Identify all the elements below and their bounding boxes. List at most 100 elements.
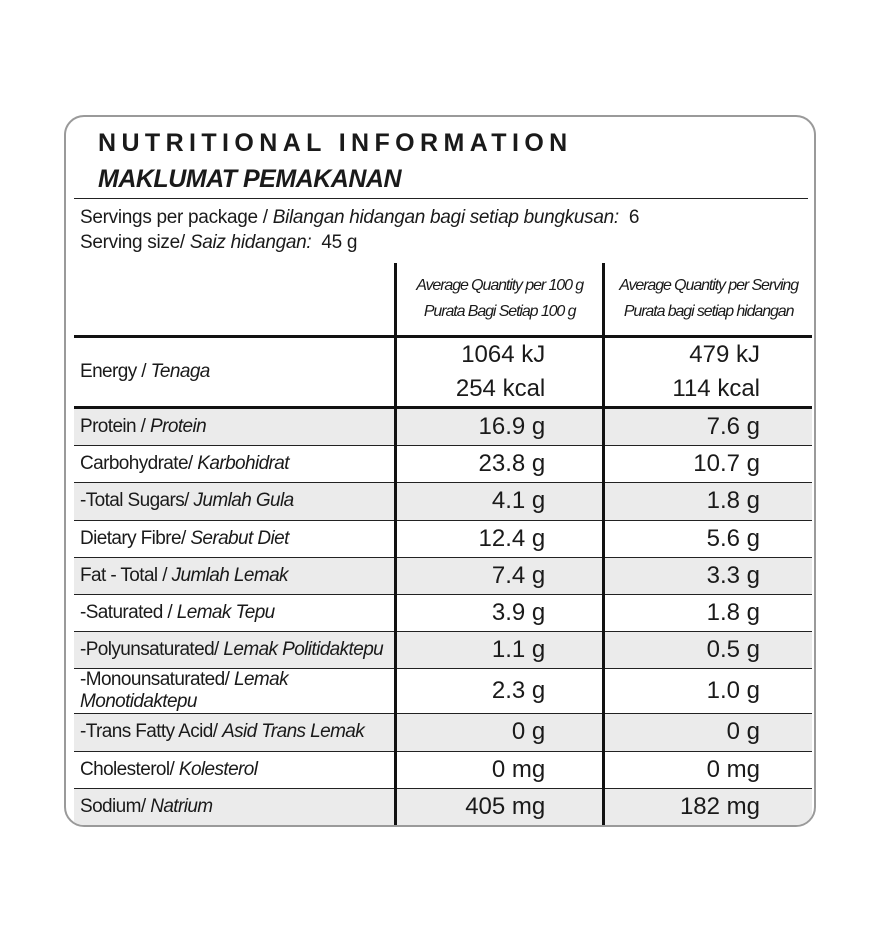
label-my: Jumlah Gula: [193, 490, 295, 512]
label-en: Serving size/: [80, 232, 185, 253]
value-cell: 5.6 g: [602, 520, 812, 558]
row-label: Carbohydrate/ Karbohidrat: [74, 445, 396, 484]
value: 0.5 g: [706, 636, 760, 664]
value-cell: 3.9 g: [393, 594, 604, 633]
label-en: Dietary Fibre/: [80, 527, 186, 549]
value-cell: 3.3 g: [602, 557, 812, 595]
row-label: Dietary Fibre/ Serabut Diet: [74, 520, 396, 558]
value-cell: 2.3 g: [393, 668, 604, 715]
value: 1.1 g: [491, 636, 546, 664]
value: 7.6 g: [706, 413, 760, 441]
value-cell: 10.7 g: [602, 445, 812, 484]
label-en: -Saturated /: [80, 602, 173, 624]
row: -Total Sugars/ Jumlah Gula 4.1 g 1.8 g: [74, 482, 812, 521]
row-label: Cholesterol/ Kolesterol: [74, 751, 396, 789]
value: 3.9 g: [491, 599, 546, 627]
value-cell: 405 mg: [393, 788, 604, 825]
value: 10.7 g: [693, 450, 760, 478]
nutrition-table: Average Quantity per 100 g Purata Bagi Se…: [74, 263, 812, 825]
value: 12.4 g: [478, 524, 546, 552]
value: 4.1 g: [491, 487, 546, 515]
row: Fat - Total / Jumlah Lemak 7.4 g 3.3 g: [74, 557, 812, 595]
label-my: Natrium: [150, 795, 213, 817]
row: -Trans Fatty Acid/ Asid Trans Lemak 0 g 0 …: [74, 713, 812, 752]
label-my: Bilangan hidangan bagi setiap bungkusan:: [272, 207, 619, 228]
label-my: Jumlah Lemak: [171, 564, 289, 586]
value: 1.8 g: [706, 599, 760, 627]
serving-line: Serving size/ Saiz hidangan: 45 g: [80, 230, 639, 255]
value-cell: 0 mg: [602, 751, 812, 789]
value-cell: 1064 kJ 254 kcal: [393, 336, 604, 409]
value-cell: 23.8 g: [393, 445, 604, 484]
value: 0 g: [726, 718, 760, 746]
header-text: Purata bagi setiap hidangan: [623, 303, 795, 320]
header-cell: Average Quantity per 100 g Purata Bagi Se…: [393, 263, 604, 338]
row: Protein / Protein 16.9 g 7.6 g: [74, 407, 812, 447]
value: 1.8 g: [706, 487, 760, 515]
value-cell: 0 g: [602, 713, 812, 752]
row: -Polyunsaturated/ Lemak Politidaktepu 1.1…: [74, 631, 812, 670]
label-my: Serabut Diet: [190, 527, 289, 549]
row-label: -Monounsaturated/ Lemak Monotidaktepu: [74, 668, 396, 715]
header-text: Purata Bagi Setiap 100 g: [423, 303, 577, 320]
nutrition-label: NUTRITIONAL INFORMATION MAKLUMAT PEMAKAN…: [64, 115, 816, 827]
value: 7.4 g: [491, 561, 546, 589]
value: 1064 kJ: [461, 341, 546, 368]
label-my: Tenaga: [150, 361, 211, 382]
value: 5.6 g: [706, 524, 760, 552]
servings: Servings per package / Bilangan hidangan…: [80, 205, 639, 255]
value-cell: 0.5 g: [602, 631, 812, 670]
value: 405 mg: [465, 792, 546, 820]
value: 2.3 g: [491, 677, 546, 705]
value: 16.9 g: [478, 413, 546, 441]
value: 254 kcal: [455, 375, 546, 402]
value-cell: 16.9 g: [393, 407, 604, 447]
header-text: Average Quantity per 100 g: [416, 277, 584, 294]
label-en: Cholesterol/: [80, 758, 175, 780]
value: 0 mg: [491, 755, 546, 783]
label-en: Energy /: [80, 361, 147, 382]
row: -Saturated / Lemak Tepu 3.9 g 1.8 g: [74, 594, 812, 633]
label-my: Lemak Monotidaktepu: [80, 669, 289, 713]
value-cell: 7.4 g: [393, 557, 604, 595]
value-cell: 479 kJ 114 kcal: [602, 336, 812, 409]
row: Cholesterol/ Kolesterol 0 mg 0 mg: [74, 751, 812, 789]
label-my: Karbohidrat: [197, 453, 289, 475]
label-en: Sodium/: [80, 795, 146, 817]
value-cell: 4.1 g: [393, 482, 604, 521]
header-row: Average Quantity per 100 g Purata Bagi Se…: [74, 263, 812, 338]
row: Sodium/ Natrium 405 mg 182 mg: [74, 788, 812, 825]
label-en: Carbohydrate/: [80, 453, 193, 475]
value: 1.0 g: [706, 677, 760, 705]
row-label: Fat - Total / Jumlah Lemak: [74, 557, 396, 595]
value: 114 kcal: [672, 375, 760, 402]
value-cell: 0 g: [393, 713, 604, 752]
value-cell: 1.0 g: [602, 668, 812, 715]
label-en: Protein /: [80, 416, 146, 438]
value-cell: 0 mg: [393, 751, 604, 789]
serving-line: Servings per package / Bilangan hidangan…: [80, 205, 639, 230]
value-cell: 12.4 g: [393, 520, 604, 558]
row-label: Sodium/ Natrium: [74, 788, 396, 825]
header-text: Average Quantity per Serving: [619, 277, 799, 294]
value-cell: 1.1 g: [393, 631, 604, 670]
label-en: -Monounsaturated/: [80, 669, 230, 691]
row-label: Protein / Protein: [74, 407, 396, 447]
label-en: -Total Sugars/: [80, 490, 189, 512]
value-cell: 1.8 g: [602, 594, 812, 633]
value: 0 g: [511, 718, 546, 746]
value-cell: 1.8 g: [602, 482, 812, 521]
value: 6: [628, 207, 640, 228]
row-label: -Trans Fatty Acid/ Asid Trans Lemak: [74, 713, 396, 752]
row: Energy / Tenaga 1064 kJ 254 kcal 479 kJ 114 …: [74, 336, 812, 409]
row-label: -Polyunsaturated/ Lemak Politidaktepu: [74, 631, 396, 670]
value-cell: 182 mg: [602, 788, 812, 825]
label-en: Servings per package /: [80, 207, 268, 228]
value: 45 g: [321, 232, 358, 253]
subtitle: MAKLUMAT PEMAKANAN: [98, 165, 402, 193]
header-cell: [74, 263, 396, 338]
label-my: Protein: [150, 416, 207, 438]
label-my: Lemak Politidaktepu: [223, 639, 384, 661]
value: 479 kJ: [689, 341, 760, 368]
